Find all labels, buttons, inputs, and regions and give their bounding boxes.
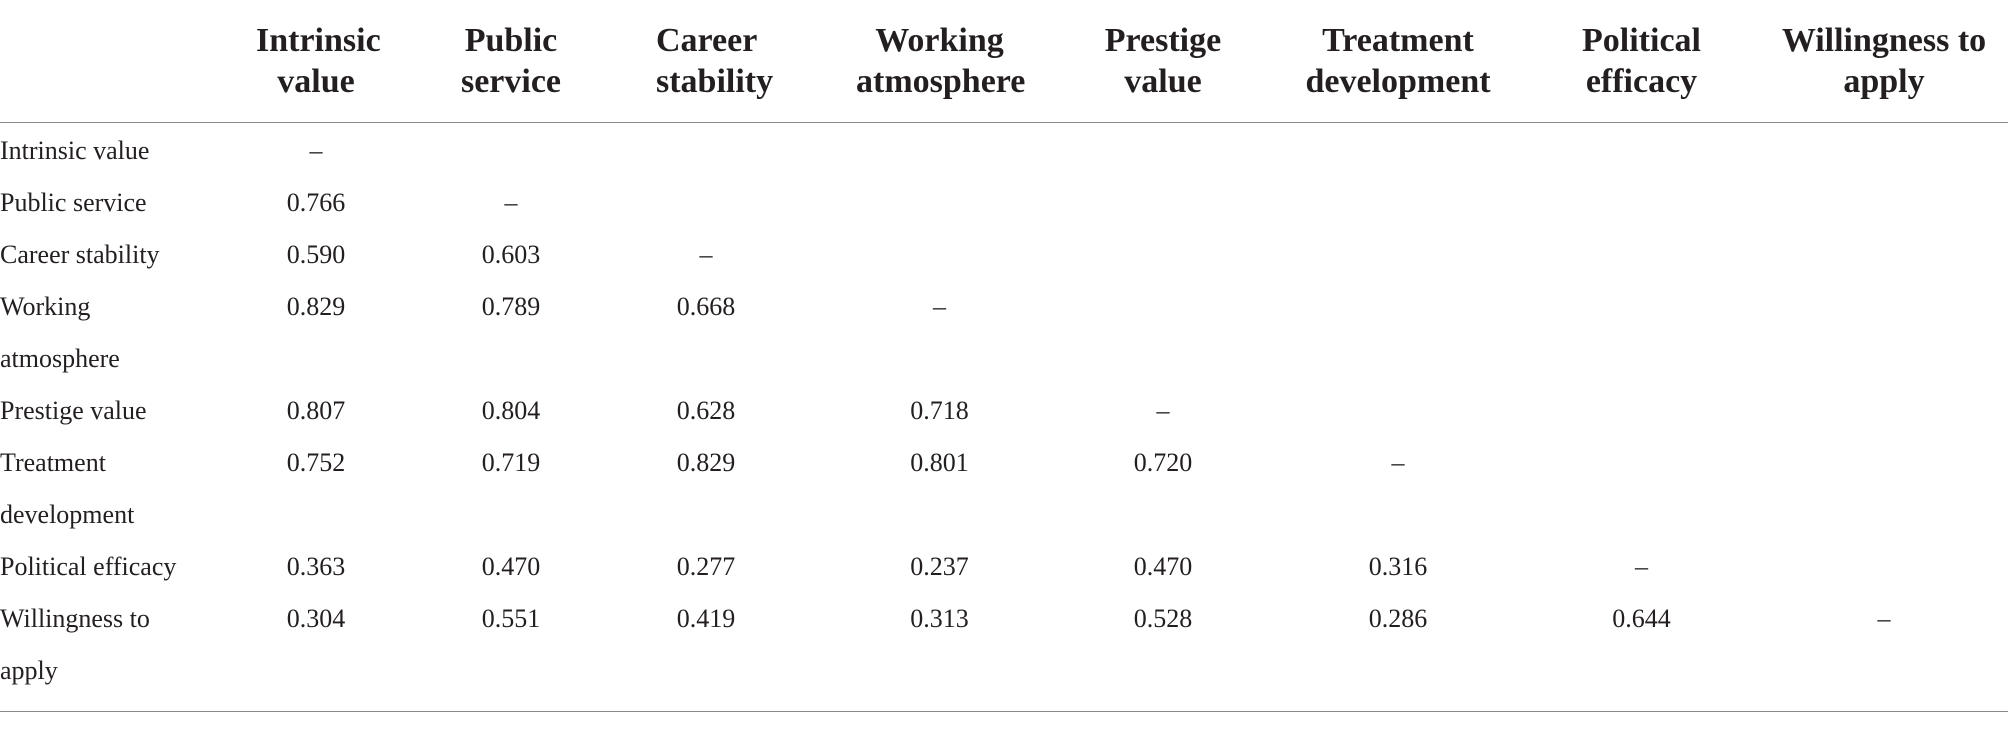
table-cell — [826, 229, 1053, 281]
table-cell — [1760, 123, 2008, 178]
table-cell — [1523, 229, 1760, 281]
header-working-atmosphere: Working atmosphere — [826, 0, 1053, 123]
table-cell: 0.719 — [481, 448, 541, 477]
table-cell — [1053, 177, 1273, 229]
table-cell: – — [699, 240, 713, 269]
table-row: Treatment development 0.752 0.719 0.829 … — [0, 437, 2008, 541]
table-cell: 0.363 — [286, 552, 346, 581]
table-row: Political efficacy 0.363 0.470 0.277 0.2… — [0, 541, 2008, 593]
table-row: Prestige value 0.807 0.804 0.628 0.718 – — [0, 385, 2008, 437]
table-cell: 0.668 — [676, 292, 736, 321]
table-cell: 0.603 — [481, 240, 541, 269]
table-cell: – — [1156, 396, 1170, 425]
row-label: Political efficacy — [0, 552, 177, 581]
row-label: Treatment development — [0, 448, 135, 529]
table-cell: 0.470 — [481, 552, 541, 581]
table-cell — [1760, 229, 2008, 281]
header-willingness-to-apply: Willingness to apply — [1760, 0, 2008, 123]
table-cell — [1760, 177, 2008, 229]
table-cell: 0.644 — [1523, 593, 1760, 712]
table-cell — [1053, 123, 1273, 178]
header-prestige-value: Prestige value — [1053, 0, 1273, 123]
table-cell: 0.752 — [286, 448, 346, 477]
table-cell: 0.528 — [1053, 593, 1273, 712]
correlation-table: Intrinsic value Public service Career st… — [0, 0, 2008, 712]
table-cell: 0.304 — [196, 593, 436, 712]
table-cell: – — [504, 188, 518, 217]
header-blank — [0, 0, 196, 123]
table-cell: 0.718 — [910, 396, 969, 425]
table-row: Public service 0.766 – — [0, 177, 2008, 229]
table-cell — [1760, 385, 2008, 437]
table-cell — [436, 123, 586, 178]
row-label: Intrinsic value — [0, 136, 150, 165]
table-cell — [826, 123, 1053, 178]
table-row: Intrinsic value – — [0, 123, 2008, 178]
table-cell — [826, 177, 1053, 229]
table-cell — [1523, 123, 1760, 178]
table-cell: – — [933, 292, 946, 321]
table-cell: 0.804 — [481, 396, 541, 425]
table-row: Working atmosphere 0.829 0.789 0.668 – — [0, 281, 2008, 385]
header-political-efficacy: Political efficacy — [1523, 0, 1760, 123]
table-cell: 0.419 — [586, 593, 826, 712]
table-cell — [586, 123, 826, 178]
table-cell: 0.829 — [286, 292, 346, 321]
table-cell: 0.590 — [286, 240, 346, 269]
table-cell: 0.286 — [1273, 593, 1523, 712]
row-label: Working atmosphere — [0, 292, 120, 373]
table-cell: 0.470 — [1133, 552, 1193, 581]
table-cell — [1523, 177, 1760, 229]
table-cell: – — [1760, 593, 2008, 712]
table-cell — [1273, 281, 1523, 385]
table-cell — [1760, 281, 2008, 385]
table-cell — [1273, 123, 1523, 178]
table-cell — [1273, 385, 1523, 437]
table-cell: 0.720 — [1133, 448, 1193, 477]
header-intrinsic-value: Intrinsic value — [196, 0, 436, 123]
row-label: Willingness to apply — [0, 593, 196, 712]
row-label: Public service — [0, 188, 147, 217]
table-cell — [1273, 229, 1523, 281]
table-cell: 0.807 — [286, 396, 346, 425]
table-cell — [1273, 177, 1523, 229]
row-label: Prestige value — [0, 396, 147, 425]
table-header-row: Intrinsic value Public service Career st… — [0, 0, 2008, 123]
table-row: Career stability 0.590 0.603 – — [0, 229, 2008, 281]
table-cell: 0.277 — [676, 552, 736, 581]
header-public-service: Public service — [436, 0, 586, 123]
table-cell — [1523, 437, 1760, 541]
table-cell — [1760, 437, 2008, 541]
table-cell: 0.316 — [1368, 552, 1428, 581]
table-cell: 0.766 — [286, 188, 346, 217]
table-cell: – — [309, 136, 323, 165]
row-label: Career stability — [0, 240, 160, 269]
table-cell: 0.801 — [910, 448, 969, 477]
table-cell — [1053, 281, 1273, 385]
table-cell — [1053, 229, 1273, 281]
table-row: Willingness to apply 0.304 0.551 0.419 0… — [0, 593, 2008, 712]
header-treatment-development: Treatment development — [1273, 0, 1523, 123]
table-cell: 0.237 — [910, 552, 969, 581]
table-cell: – — [1391, 448, 1405, 477]
table-cell: 0.313 — [826, 593, 1053, 712]
table-cell: 0.829 — [676, 448, 736, 477]
table-cell: 0.551 — [436, 593, 586, 712]
table-cell — [1523, 281, 1760, 385]
table-cell: 0.789 — [481, 292, 541, 321]
table-cell — [1760, 541, 2008, 593]
table-cell: – — [1635, 552, 1648, 581]
table-cell — [586, 177, 826, 229]
header-career-stability: Career stability — [586, 0, 826, 123]
table-cell — [1523, 385, 1760, 437]
table-cell: 0.628 — [676, 396, 736, 425]
